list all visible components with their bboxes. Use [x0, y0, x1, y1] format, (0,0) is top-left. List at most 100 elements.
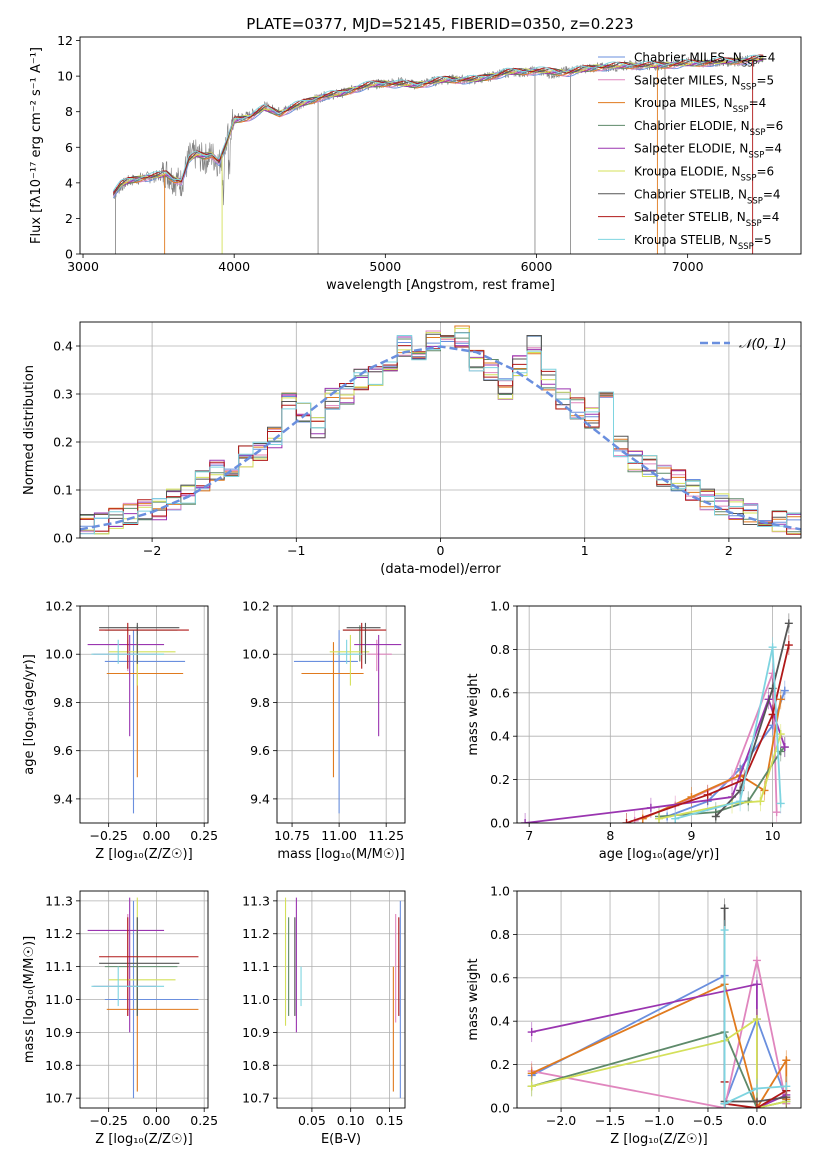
y-tick-label: 11.0 — [45, 992, 73, 1007]
x-tick-label: −1 — [287, 543, 305, 558]
weight-vs-age-frame — [516, 605, 802, 824]
y-tick-label: 10 — [57, 69, 73, 84]
x-tick-label: 0.0 — [747, 1113, 767, 1128]
y-tick-label: 4 — [65, 175, 73, 190]
y-tick-label: 0.2 — [53, 435, 73, 450]
y-tick-label: 10.7 — [45, 1091, 73, 1106]
x-tick-label: −1.0 — [644, 1113, 674, 1128]
x-tick-label: 0.25 — [190, 1113, 218, 1128]
x-tick-label: 9 — [687, 828, 695, 843]
x-tick-label: 11.00 — [321, 828, 357, 843]
x-tick-label: 7 — [525, 828, 533, 843]
y-tick-label: 0.4 — [490, 729, 510, 744]
x-tick-label: 1 — [581, 543, 589, 558]
y-tick-label: 10.8 — [45, 1058, 73, 1073]
spectrum-frame — [79, 36, 802, 255]
x-axis-label: wavelength [Angstrom, rest frame] — [326, 278, 555, 293]
spectrum-model-line — [112, 54, 764, 194]
y-tick-label: 9.4 — [250, 791, 270, 806]
weight-vs-Z-axes: −2.0 −1.5 −1.0 −0.5 0.0 0.0 0.2 0.4 0.6 0.8 1.0 Z [… — [466, 884, 801, 1147]
y-tick-label: 10.7 — [242, 1091, 270, 1106]
age-vs-mass-axes: 10.75 11.00 11.25 9.4 9.6 9.8 10.0 10.2 mass [lo… — [242, 599, 405, 862]
weight-vs-Z-plot — [527, 898, 791, 1108]
y-tick-label: 9.6 — [53, 743, 73, 758]
y-tick-label: 9.6 — [250, 743, 270, 758]
weight-line — [531, 960, 788, 1108]
x-tick-label: 4000 — [218, 259, 250, 274]
x-axis-label: mass [log₁₀(M/M☉)] — [277, 847, 404, 862]
y-tick-label: 10.8 — [242, 1058, 270, 1073]
residuals-plot — [80, 325, 801, 535]
legend-entry: Kroupa STELIB, NSSP=5 — [634, 233, 772, 252]
legend-entry: Chabrier ELODIE, NSSP=6 — [634, 119, 783, 138]
normal-curve — [80, 345, 801, 531]
y-tick-label: 10.9 — [242, 1025, 270, 1040]
y-tick-label: 12 — [57, 33, 73, 48]
legend-entry: Salpeter STELIB, NSSP=4 — [634, 210, 779, 229]
x-tick-label: 6000 — [521, 259, 553, 274]
y-tick-label: 11.2 — [45, 926, 73, 941]
x-axis-label: Z [log₁₀(Z/Z☉)] — [610, 1132, 707, 1147]
x-axis-label: age [log₁₀(age/yr)] — [599, 847, 720, 862]
x-tick-label: 0.05 — [298, 1113, 326, 1128]
mass-vs-Z-axes: −0.25 0.00 0.25 10.7 10.8 10.9 11.0 11.1 11.2 11.… — [22, 891, 218, 1147]
y-tick-label: 0.4 — [490, 1014, 510, 1029]
y-tick-label: 0.3 — [53, 387, 73, 402]
y-axis-label: age [log₁₀(age/yr)] — [22, 654, 37, 775]
y-tick-label: 10.0 — [45, 647, 73, 662]
y-tick-label: 0.6 — [490, 685, 510, 700]
weight-line — [531, 983, 788, 1108]
y-tick-label: 11.3 — [242, 893, 270, 908]
x-tick-label: 0.00 — [142, 828, 170, 843]
y-tick-label: 0.8 — [490, 927, 510, 942]
y-tick-label: 2 — [65, 211, 73, 226]
y-tick-label: 0.0 — [490, 1101, 510, 1116]
legend-entry: Chabrier STELIB, NSSP=4 — [634, 187, 781, 206]
x-tick-label: 0.15 — [376, 1113, 404, 1128]
y-tick-label: 10.2 — [45, 599, 73, 614]
x-tick-label: −0.25 — [90, 1113, 128, 1128]
y-tick-label: 6 — [65, 140, 73, 155]
mass-vs-ebv-axes: 0.05 0.10 0.15 10.7 10.8 10.9 11.0 11.1 11.2 11.3… — [242, 891, 405, 1147]
age-vs-Z-plot — [87, 622, 189, 814]
y-tick-label: 0.0 — [490, 816, 510, 831]
x-tick-label: 7000 — [672, 259, 704, 274]
residuals-legend: 𝒩(0, 1) — [700, 337, 786, 352]
residuals-axes: −2 −1 0 1 2 0.0 0.1 0.2 0.3 0.4 (data-model)/error… — [22, 322, 801, 577]
x-axis-label: Z [log₁₀(Z/Z☉)] — [95, 847, 192, 862]
weight-vs-age-plot — [521, 613, 793, 823]
age-vs-mass-frame — [276, 605, 406, 824]
x-tick-label: −0.5 — [693, 1113, 723, 1128]
mass-vs-ebv-frame — [276, 890, 406, 1109]
y-axis-label: mass [log₁₀(M/M☉)] — [22, 936, 37, 1063]
y-tick-label: 11.0 — [242, 992, 270, 1007]
mass-vs-ebv-plot — [284, 897, 401, 1099]
y-tick-label: 0.2 — [490, 772, 510, 787]
y-tick-label: 11.1 — [242, 959, 270, 974]
y-axis-label: mass weight — [466, 958, 481, 1040]
legend-entry: Kroupa MILES, NSSP=4 — [634, 96, 766, 115]
x-tick-label: −2.0 — [546, 1113, 576, 1128]
legend-entry: Salpeter ELODIE, NSSP=4 — [634, 142, 782, 161]
x-tick-label: 5000 — [369, 259, 401, 274]
x-tick-label: −0.25 — [90, 828, 128, 843]
y-tick-label: 10.2 — [242, 599, 270, 614]
x-tick-label: 10.75 — [274, 828, 310, 843]
x-axis-label: Z [log₁₀(Z/Z☉)] — [95, 1132, 192, 1147]
residuals-frame — [79, 321, 802, 539]
x-tick-label: 3000 — [67, 259, 99, 274]
weight-line — [658, 733, 782, 820]
x-tick-label: 0.00 — [142, 1113, 170, 1128]
y-tick-label: 0 — [65, 247, 73, 262]
age-vs-mass-plot — [293, 622, 402, 814]
x-axis-label: E(B-V) — [321, 1132, 361, 1147]
spectrum-model-line — [112, 54, 764, 192]
y-tick-label: 11.3 — [45, 893, 73, 908]
weight-line — [524, 696, 786, 823]
y-tick-label: 9.4 — [53, 791, 73, 806]
y-tick-label: 0.4 — [53, 339, 73, 354]
x-tick-label: 8 — [606, 828, 614, 843]
y-axis-label: mass weight — [466, 673, 481, 755]
